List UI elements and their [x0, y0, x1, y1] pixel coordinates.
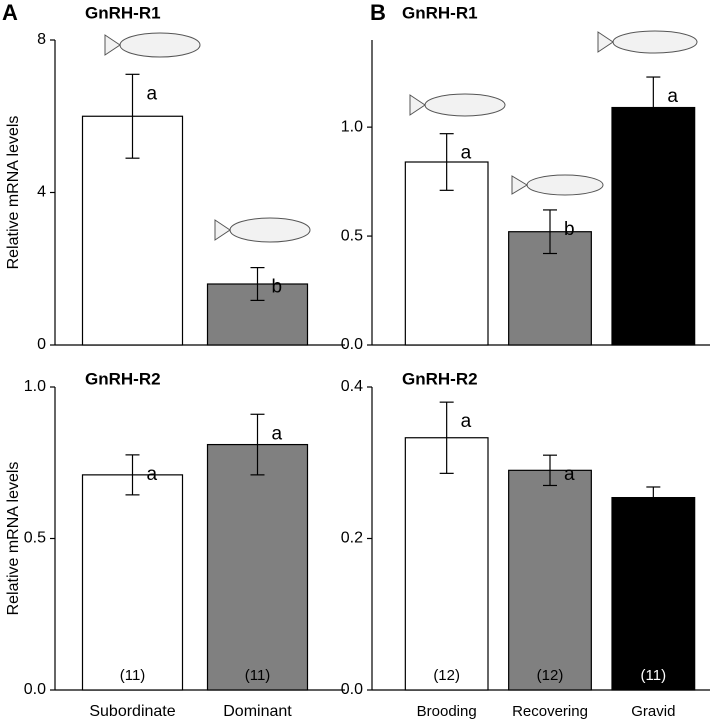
significance-letter: a [564, 464, 575, 485]
chart-title: GnRH-R2 [402, 369, 478, 388]
significance-letter: a [461, 411, 472, 432]
panel-label: A [2, 0, 18, 25]
y-axis-label: Relative mRNA levels [5, 116, 22, 270]
bar [404, 437, 489, 691]
x-tick-label: Gravid [631, 703, 675, 720]
significance-letter: a [667, 86, 678, 107]
significance-letter: a [147, 464, 158, 485]
bar [81, 474, 184, 691]
y-tick-label: 0.0 [341, 681, 363, 698]
significance-letter: a [272, 423, 283, 444]
y-tick-label: 1.0 [24, 378, 46, 395]
bar [611, 496, 696, 691]
x-tick-label: Subordinate [89, 703, 175, 720]
y-tick-label: 0.2 [341, 530, 363, 547]
y-tick-label: 0 [37, 336, 46, 353]
y-tick-label: 0.0 [24, 681, 46, 698]
sample-size: (11) [120, 667, 146, 684]
significance-letter: a [461, 143, 472, 164]
bar [206, 443, 309, 691]
sample-size: (11) [245, 667, 271, 684]
fish-icons [104, 30, 698, 243]
chart-title: GnRH-R2 [85, 369, 161, 388]
significance-letter: b [272, 277, 283, 298]
chart-title: GnRH-R1 [402, 3, 478, 22]
y-tick-label: 0.5 [341, 227, 363, 244]
chart-title: GnRH-R1 [85, 3, 161, 22]
significance-letter: a [667, 496, 678, 517]
y-tick-label: 0.4 [341, 378, 363, 395]
significance-letter: b [564, 219, 575, 240]
y-tick-label: 4 [37, 184, 46, 201]
x-tick-label: Dominant [223, 703, 292, 720]
sample-size: (11) [641, 667, 667, 684]
sample-size: (12) [433, 667, 460, 684]
y-tick-label: 8 [37, 31, 46, 48]
y-tick-label: 0.0 [341, 336, 363, 353]
y-tick-label: 1.0 [341, 118, 363, 135]
panel-label: B [370, 0, 386, 25]
bar [508, 469, 592, 691]
significance-letter: a [147, 83, 158, 104]
sample-size: (12) [537, 667, 564, 684]
bar [611, 106, 696, 346]
bar [404, 161, 489, 346]
x-tick-label: Recovering [512, 703, 588, 720]
y-tick-label: 0.5 [24, 530, 46, 547]
x-tick-label: Brooding [417, 703, 477, 720]
y-axis-label: Relative mRNA levels [5, 462, 22, 616]
